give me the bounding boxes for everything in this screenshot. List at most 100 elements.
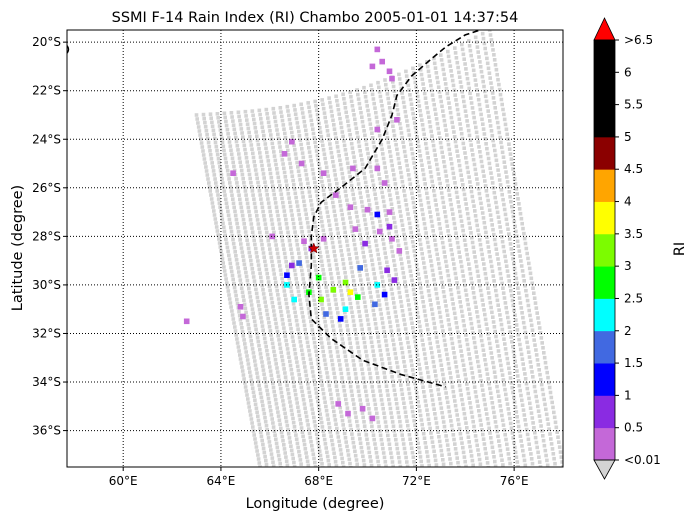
- swath-pixel: [546, 375, 550, 380]
- swath-pixel: [331, 328, 336, 333]
- swath-pixel: [500, 150, 505, 155]
- swath-pixel: [377, 303, 382, 307]
- swath-pixel: [284, 179, 288, 183]
- swath-pixel: [372, 398, 377, 402]
- swath-pixel: [228, 185, 233, 189]
- swath-pixel: [194, 113, 199, 117]
- swath-pixel: [399, 214, 403, 218]
- swath-pixel: [345, 243, 350, 248]
- swath-pixel: [244, 234, 249, 238]
- swath-pixel: [479, 378, 483, 383]
- swath-pixel: [418, 108, 422, 113]
- swath-pixel: [300, 268, 304, 273]
- swath-pixel: [360, 162, 365, 167]
- swath-pixel: [273, 393, 277, 398]
- swath-pixel: [296, 445, 300, 450]
- swath-pixel: [264, 188, 269, 193]
- swath-pixel: [459, 304, 463, 309]
- swath-pixel: [462, 238, 467, 242]
- swath-pixel: [431, 444, 436, 449]
- swath-pixel: [463, 459, 467, 464]
- swath-pixel: [403, 327, 408, 331]
- swath-pixel: [296, 208, 301, 213]
- swath-pixel: [371, 349, 375, 353]
- swath-pixel: [469, 143, 473, 147]
- swath-pixel: [470, 240, 475, 245]
- swath-pixel: [305, 259, 310, 264]
- swath-pixel: [374, 407, 378, 411]
- swath-pixel: [411, 111, 415, 116]
- swath-pixel: [436, 217, 441, 221]
- swath-pixel: [433, 107, 437, 112]
- swath-pixel: [431, 360, 436, 364]
- swath-pixel: [234, 135, 238, 140]
- swath-pixel: [432, 148, 437, 153]
- swath-pixel: [247, 250, 252, 255]
- swath-pixel: [351, 274, 355, 279]
- swath-pixel: [318, 332, 322, 337]
- swath-pixel: [448, 457, 452, 461]
- swath-pixel: [450, 428, 455, 432]
- swath-pixel: [276, 334, 280, 338]
- swath-pixel: [342, 180, 346, 185]
- swath-pixel: [314, 391, 319, 395]
- swath-pixel: [426, 417, 431, 422]
- swath-pixel: [230, 193, 234, 197]
- swath-pixel: [226, 289, 231, 293]
- swath-pixel: [310, 123, 314, 127]
- swath-pixel: [264, 267, 269, 272]
- swath-pixel: [281, 285, 286, 289]
- swath-pixel: [451, 171, 456, 176]
- swath-pixel: [277, 378, 281, 383]
- swath-pixel: [264, 146, 268, 151]
- swath-pixel: [494, 110, 498, 115]
- swath-pixel: [308, 114, 313, 118]
- swath-pixel: [459, 259, 463, 264]
- swath-pixel: [350, 470, 354, 474]
- swath-pixel: [275, 251, 280, 256]
- swath-pixel: [363, 304, 368, 309]
- swath-pixel: [508, 284, 512, 288]
- swath-pixel: [366, 446, 371, 450]
- swath-pixel: [388, 154, 393, 159]
- swath-pixel: [224, 119, 228, 124]
- swath-pixel: [327, 425, 332, 430]
- swath-pixel: [333, 418, 338, 422]
- swath-pixel: [350, 354, 355, 359]
- swath-pixel: [300, 111, 305, 115]
- swath-pixel: [299, 426, 304, 430]
- swath-pixel: [499, 97, 504, 102]
- swath-pixel: [289, 404, 293, 408]
- swath-pixel: [273, 119, 278, 124]
- swath-pixel: [504, 217, 509, 222]
- swath-pixel: [373, 106, 377, 110]
- swath-pixel: [385, 217, 389, 222]
- swath-pixel: [483, 312, 487, 317]
- swath-pixel: [334, 177, 338, 182]
- swath-pixel: [476, 359, 480, 364]
- swath-pixel: [321, 429, 325, 433]
- swath-pixel: [480, 164, 485, 169]
- swath-pixel: [512, 266, 517, 271]
- swath-pixel: [506, 227, 510, 231]
- swath-pixel: [551, 452, 556, 456]
- swath-pixel: [337, 477, 341, 481]
- swath-pixel: [477, 55, 481, 59]
- swath-pixel: [339, 125, 344, 130]
- swath-pixel: [437, 266, 442, 271]
- swath-pixel: [249, 222, 254, 226]
- swath-pixel: [476, 404, 480, 408]
- swath-pixel: [432, 56, 436, 61]
- swath-pixel: [386, 473, 390, 477]
- swath-pixel: [499, 140, 503, 145]
- swath-pixel: [540, 387, 545, 392]
- swath-pixel: [497, 173, 501, 177]
- swath-pixel: [246, 362, 251, 366]
- swath-pixel: [285, 306, 290, 310]
- swath-pixel: [261, 368, 266, 372]
- swath-pixel: [506, 361, 510, 366]
- swath-pixel: [328, 350, 333, 354]
- swath-pixel: [427, 463, 431, 467]
- swath-pixel: [364, 99, 369, 104]
- swath-pixel: [433, 369, 437, 373]
